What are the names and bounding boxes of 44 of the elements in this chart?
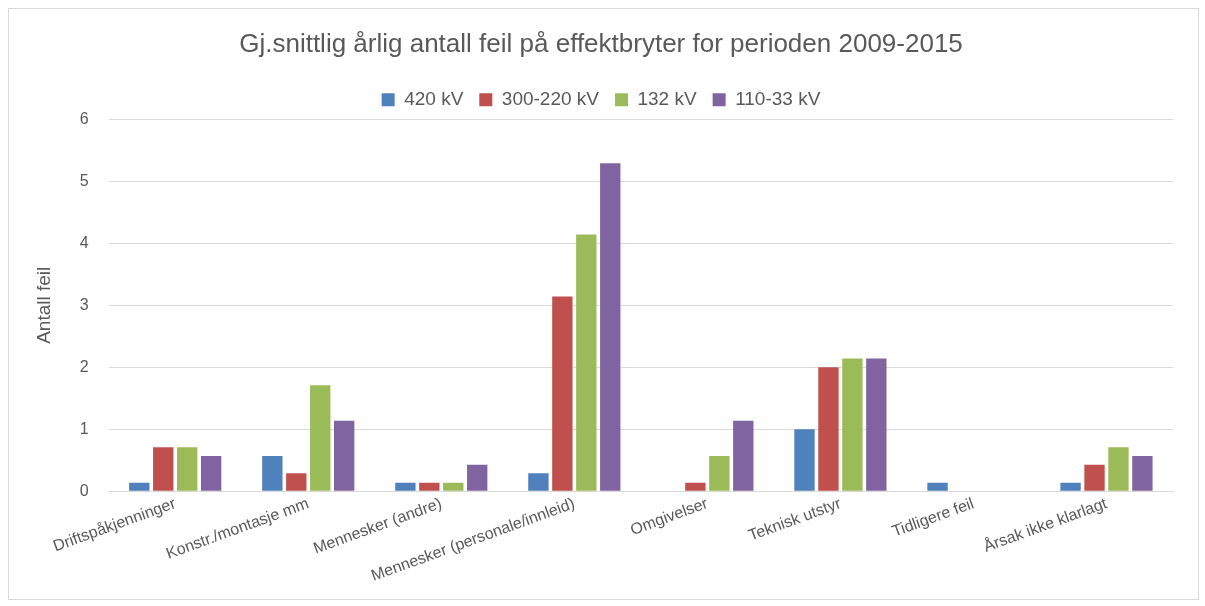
- y-tick-label: 0: [79, 481, 89, 499]
- bar: [262, 455, 283, 491]
- bar: [842, 358, 863, 491]
- bar: [576, 234, 597, 491]
- bar: [600, 163, 621, 491]
- bar: [419, 482, 440, 491]
- bar: [467, 464, 488, 491]
- y-tick-label: 4: [79, 233, 89, 251]
- y-tick-label: 5: [79, 171, 89, 189]
- legend-label: 110-33 kV: [735, 87, 821, 109]
- bar: [395, 482, 416, 491]
- bar: [310, 385, 331, 491]
- legend-label: 420 kV: [404, 87, 464, 109]
- bar: [200, 455, 222, 491]
- legend-label: 300-220 kV: [501, 87, 600, 109]
- bar: [177, 447, 198, 491]
- x-tick-label: Årsak ikke klarlagt: [980, 493, 1110, 555]
- bar: [927, 482, 948, 491]
- bar: [153, 447, 174, 491]
- y-tick-label: 1: [79, 419, 89, 437]
- bar: [129, 482, 150, 491]
- x-tick-label: Tidligere feil: [889, 494, 976, 540]
- bar: [443, 482, 464, 491]
- bar: [1108, 447, 1129, 491]
- x-tick-label: Teknisk utstyr: [746, 494, 844, 544]
- y-tick-label: 3: [79, 295, 89, 313]
- bar: [733, 420, 754, 491]
- bar: [685, 482, 706, 491]
- y-axis-title: Antall feil: [32, 266, 54, 344]
- y-tick-label: 2: [79, 357, 89, 375]
- bar: [334, 420, 355, 491]
- bar: [818, 367, 839, 491]
- bar: [1132, 455, 1153, 491]
- bar: [286, 473, 307, 491]
- bar: [528, 473, 549, 491]
- bar: [1060, 482, 1081, 491]
- bar: [709, 455, 730, 491]
- bar: [866, 358, 887, 491]
- bar: [1084, 464, 1105, 491]
- legend-label: 132 kV: [637, 87, 697, 109]
- bar: [794, 429, 815, 491]
- chart-title: Gj.snittlig årlig antall feil på effektbryter for perioden 2009-2015: [239, 27, 963, 58]
- bar: [552, 296, 573, 491]
- y-tick-label: 6: [79, 109, 89, 127]
